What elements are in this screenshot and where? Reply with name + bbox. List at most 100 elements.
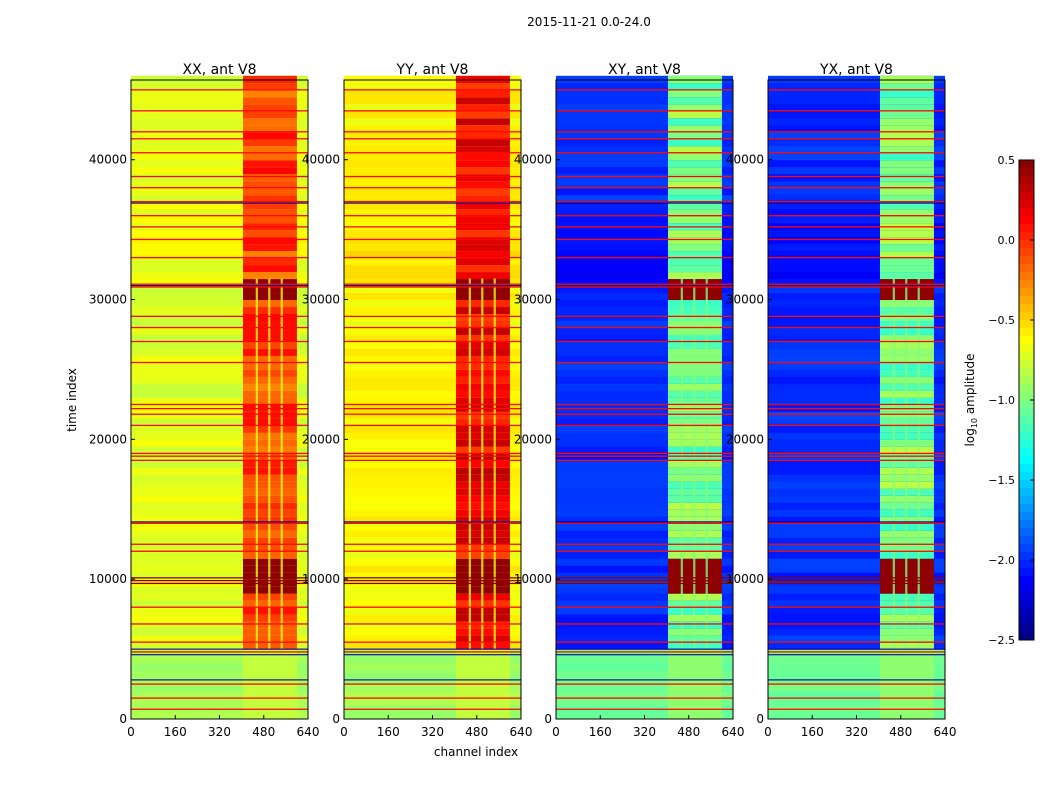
time-row-dark-line [344,679,521,681]
time-row-line [131,152,308,154]
heatmap-row [131,173,308,182]
heatmap-row [556,614,733,622]
heatmap-row [131,516,308,524]
time-row-line [131,403,308,406]
heatmap-row [344,502,521,510]
heatmap-band-cell [880,103,934,112]
heatmap-band-cell [880,131,934,140]
heatmap-row [768,201,945,210]
heatmap-band-cell [456,173,510,182]
heatmap-row [131,509,308,517]
heatmap-row [344,397,521,405]
time-row-line [768,623,945,625]
heatmap-row [556,215,733,224]
time-row-line [556,152,733,154]
heatmap-band-cell [668,124,722,133]
heatmap-row [131,691,308,699]
heatmap-band-cell [668,236,722,245]
colorbar-segment [1019,336,1034,345]
heatmap-band-cell [668,201,722,210]
heatmap-row [344,82,521,91]
time-row-dark-line [131,202,308,204]
heatmap-band-cell [880,166,934,175]
colorbar-segment [1019,176,1034,185]
heatmap-row [556,96,733,105]
colorbar-segment [1019,400,1034,409]
heatmap-row [556,516,733,524]
x-tick-label: 0 [127,725,135,739]
heatmap-row [344,467,521,475]
time-row-line [344,623,521,625]
heatmap-row [768,390,945,398]
heatmap-band-cell [243,236,297,245]
colorbar-segment [1019,608,1034,617]
colorbar-segment [1019,216,1034,225]
heatmap-row [556,628,733,636]
heatmap-row [768,285,945,294]
heatmap-row [768,418,945,426]
heatmap-row [556,166,733,175]
heatmap-band-cell [456,180,510,189]
time-row-line [344,315,521,318]
panel-2: XY, ant V8 0 160 320 480 640 0 10000 20000 30000 4… [514,62,745,739]
channel-gap [280,278,283,650]
heatmap-band-cell [880,215,934,224]
heatmap-band-cell [456,271,510,280]
time-row-line [131,623,308,625]
time-row-line [344,424,521,427]
heatmap-row [131,593,308,601]
heatmap-row [344,558,521,566]
heatmap-row [556,390,733,398]
heatmap-row [768,565,945,573]
y-tick-label: 20000 [302,432,340,446]
colorbar-segment [1019,264,1034,273]
heatmap-row [344,446,521,454]
time-row-dark-line [131,285,308,287]
heatmap-row [344,187,521,196]
heatmap-row [768,628,945,636]
heatmap-row [344,670,521,678]
heatmap-row [344,327,521,335]
heatmap-row [131,229,308,238]
heatmap-band-cell [243,145,297,154]
heatmap-row [131,124,308,133]
heatmap-row [344,138,521,147]
heatmap-row [344,313,521,321]
heatmap-band-cell [668,215,722,224]
colorbar-label: log10 amplitude [963,354,979,447]
heatmap-row [768,495,945,503]
time-row-line [556,455,733,457]
heatmap-row [344,642,521,650]
time-row-line [768,697,945,699]
heatmap-band-cell [243,691,297,699]
heatmap-row [344,600,521,608]
heatmap-row [344,145,521,154]
time-row-dark-line [344,521,521,523]
colorbar-tick-label: −1.0 [988,394,1015,407]
heatmap-row [344,383,521,391]
time-row-line [768,226,945,228]
heatmap-row [768,684,945,692]
heatmap-row [344,215,521,224]
x-tick-label: 0 [552,725,560,739]
heatmap-row [768,607,945,615]
heatmap-row [344,194,521,203]
time-row-line [768,286,945,288]
heatmap-row [556,383,733,391]
heatmap-band-cell [456,194,510,203]
heatmap-band-cell [668,110,722,119]
colorbar-segment [1019,592,1034,601]
heatmap-row [556,460,733,468]
heatmap-row [556,348,733,356]
heatmap-row [344,320,521,328]
heatmap-band-cell [668,96,722,105]
time-row-line [344,326,521,329]
heatmap-row [556,278,733,287]
heatmap-row [344,481,521,489]
time-row-line [344,641,521,643]
y-tick-label: 40000 [726,153,764,167]
time-row-line [131,283,308,285]
heatmap-row [768,341,945,349]
time-row-line [556,215,733,217]
colorbar-segment [1019,568,1034,577]
